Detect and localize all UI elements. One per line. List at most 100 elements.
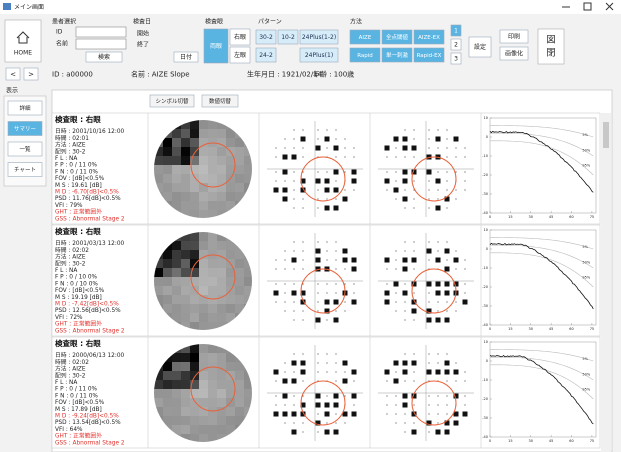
close-button[interactable] <box>537 28 565 65</box>
right-eye-button-label: 右眼 <box>234 33 246 41</box>
maximize[interactable] <box>583 2 592 11</box>
pattern-button[interactable] <box>255 29 277 45</box>
home-button[interactable] <box>4 19 42 63</box>
right-eye-button[interactable] <box>229 28 251 46</box>
normal-dot <box>428 353 430 355</box>
normal-dot <box>455 156 457 158</box>
method-button[interactable] <box>349 47 381 63</box>
normal-dot <box>302 310 304 312</box>
normal-dot <box>317 310 319 312</box>
normal-dot <box>455 250 457 252</box>
normal-dot <box>446 156 448 158</box>
gray-cell <box>199 250 208 259</box>
normal-dot <box>293 310 295 312</box>
gray-cell <box>154 259 163 268</box>
deviation-square <box>435 281 441 287</box>
gray-cell <box>208 156 217 165</box>
page-button[interactable] <box>450 24 462 37</box>
gray-cell <box>208 147 217 156</box>
gray-cell <box>181 322 190 330</box>
method-button[interactable] <box>413 47 445 63</box>
gray-cell <box>172 277 181 286</box>
gray-cell <box>181 268 190 277</box>
gray-cell <box>154 165 163 174</box>
deviation-square <box>384 369 390 375</box>
id-input[interactable] <box>75 26 127 38</box>
gray-cell <box>181 398 190 407</box>
method-button[interactable] <box>349 29 381 45</box>
prev-button[interactable] <box>5 67 21 81</box>
normal-dot <box>428 404 430 406</box>
method-button[interactable] <box>381 47 413 63</box>
deviation-square <box>351 369 357 375</box>
deviation-square <box>402 169 408 175</box>
record-line: FOV : [dB]<0.5% <box>55 176 105 182</box>
x-tick-label: 0 <box>489 439 491 443</box>
pattern-button[interactable] <box>277 29 299 45</box>
record-line: F L : NA <box>55 156 77 162</box>
view-mode-button[interactable] <box>7 121 43 136</box>
normal-dot <box>353 283 355 285</box>
view-mode-button[interactable] <box>7 100 43 116</box>
page-button[interactable] <box>450 52 462 65</box>
y-tick-label: 0 <box>486 247 488 251</box>
fixation-ring <box>411 268 457 314</box>
image-button[interactable] <box>499 46 529 61</box>
normal-dot <box>428 180 430 182</box>
normal-dot <box>344 138 346 140</box>
normal-dot <box>428 395 430 397</box>
view-mode-button-label: 詳細 <box>19 104 31 112</box>
gray-cell <box>208 362 217 371</box>
normal-dot <box>335 129 337 131</box>
gray-cell <box>208 201 217 210</box>
date-button[interactable] <box>173 51 199 63</box>
next-button[interactable] <box>23 67 39 81</box>
gray-cell <box>181 344 190 353</box>
y-tick-label: -40 <box>482 211 488 215</box>
reference-label: 5% <box>582 133 588 137</box>
normal-dot <box>293 371 295 373</box>
deviation-square <box>435 317 441 323</box>
x-tick-label: 60 <box>569 215 573 219</box>
page-button[interactable] <box>450 38 462 51</box>
reference-label: 95% <box>582 164 590 168</box>
deviation-square <box>462 299 468 305</box>
deviation-square <box>444 420 450 426</box>
gray-cell <box>226 353 235 362</box>
normal-dot <box>344 147 346 149</box>
both-eyes-button[interactable] <box>203 28 229 64</box>
home-icon <box>16 31 30 44</box>
deviation-square <box>351 178 357 184</box>
number-toggle[interactable] <box>201 94 239 108</box>
gray-cell <box>181 201 190 210</box>
normal-dot <box>284 180 286 182</box>
view-mode-button[interactable] <box>7 162 43 177</box>
pattern-button[interactable] <box>299 47 339 63</box>
pattern-button[interactable] <box>299 29 339 45</box>
x-tick-label: 60 <box>569 327 573 331</box>
name-input[interactable] <box>75 38 127 50</box>
normal-dot <box>464 259 466 261</box>
gray-cell <box>181 174 190 183</box>
pattern-button[interactable] <box>255 47 277 63</box>
reference-curve <box>489 140 594 176</box>
view-mode-button[interactable] <box>7 141 43 157</box>
normal-dot <box>317 353 319 355</box>
gray-cell <box>208 322 217 330</box>
deviation-square <box>315 257 321 263</box>
patient-id: ID : a00000 <box>52 71 93 79</box>
left-eye-button[interactable] <box>229 46 251 64</box>
normal-dot <box>335 310 337 312</box>
search-button[interactable] <box>85 51 123 63</box>
method-button[interactable] <box>413 29 445 45</box>
gray-cell <box>181 210 190 218</box>
symbol-toggle[interactable] <box>149 94 195 108</box>
settings-button[interactable] <box>468 36 492 58</box>
deviation-square <box>333 393 339 399</box>
print-button[interactable] <box>499 29 529 44</box>
gray-cell <box>190 295 199 304</box>
scroll-thumb[interactable] <box>603 122 609 148</box>
method-button[interactable] <box>381 29 413 45</box>
close-window[interactable] <box>605 2 614 11</box>
